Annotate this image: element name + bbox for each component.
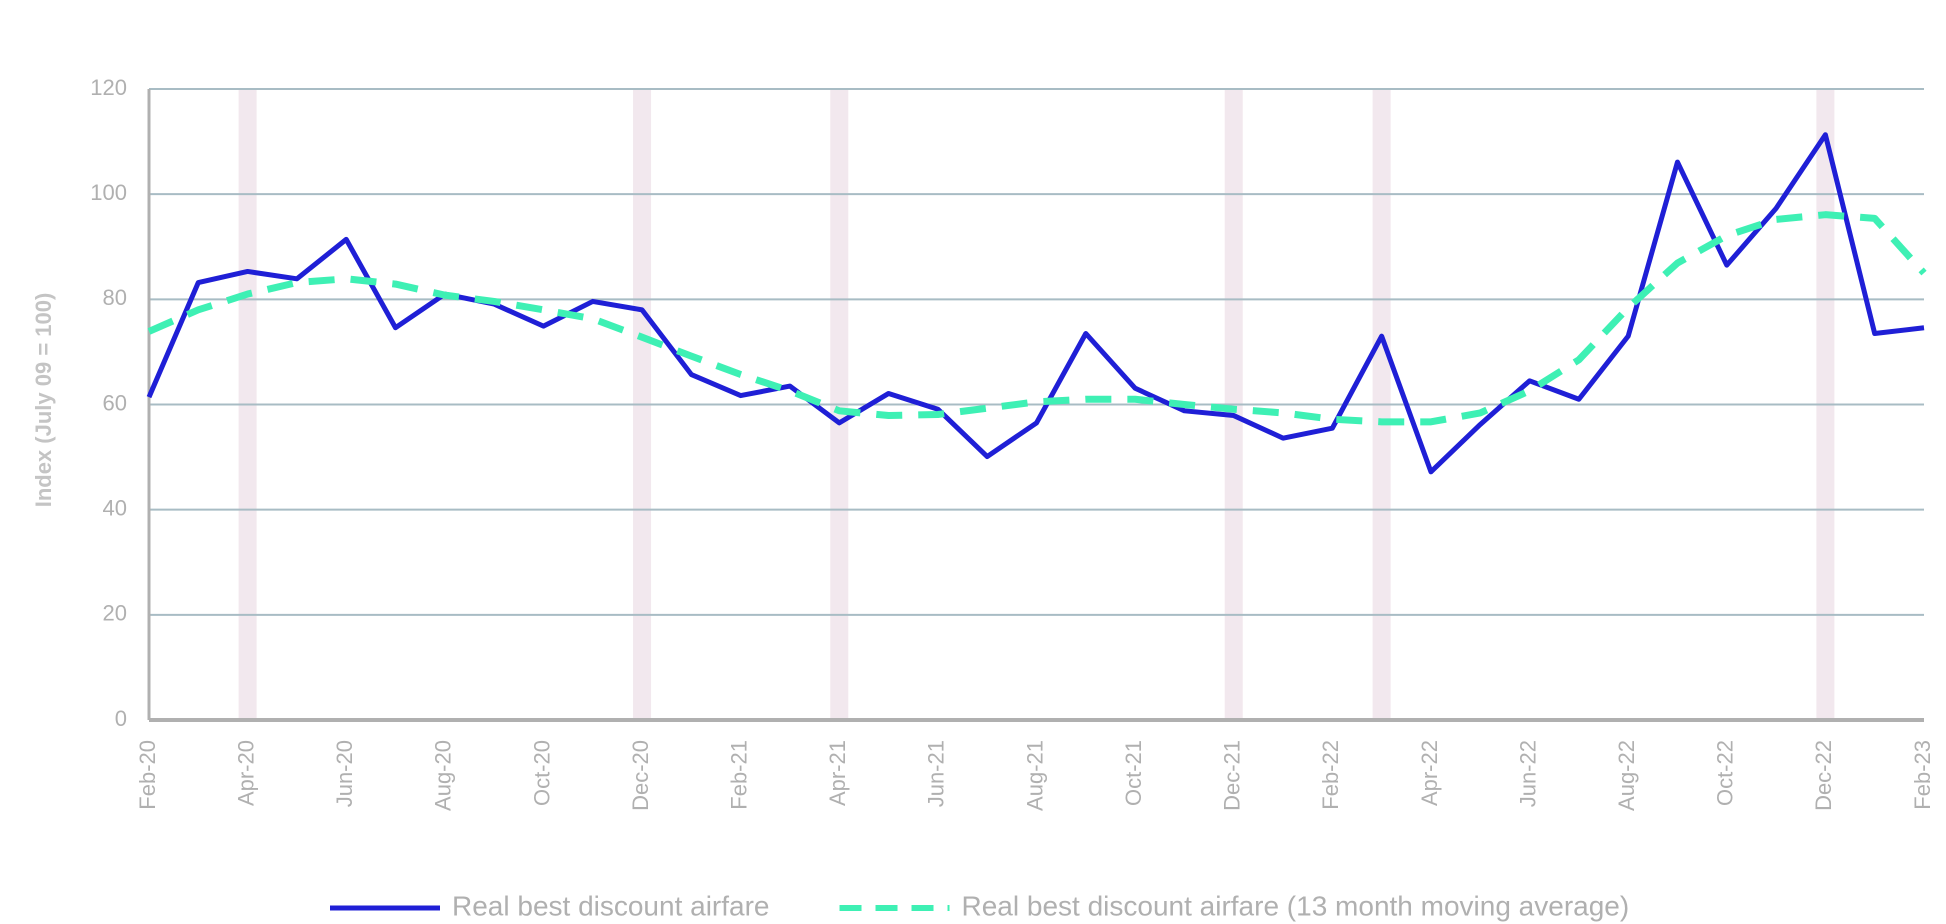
x-tick-label: Feb-23	[1910, 740, 1935, 810]
x-tick-label: Dec-21	[1220, 740, 1245, 811]
x-tick-label: Feb-21	[726, 740, 751, 810]
series-line	[146, 132, 1925, 475]
legend-label: Real best discount airfare (13 month mov…	[962, 890, 1630, 921]
x-tick-label: Oct-21	[1121, 740, 1146, 806]
x-tick-label: Oct-20	[529, 740, 554, 806]
x-tick-label: Jun-22	[1515, 740, 1540, 807]
y-tick-label: 120	[90, 75, 127, 100]
x-tick-label: Aug-22	[1614, 740, 1639, 811]
x-tick-label: Feb-20	[135, 740, 160, 810]
x-tick-label: Jun-21	[924, 740, 949, 807]
x-tick-label: Dec-22	[1811, 740, 1836, 811]
y-axis-title: Index (July 09 = 100)	[31, 293, 56, 508]
x-tick-label: Apr-22	[1417, 740, 1442, 806]
x-tick-label: Apr-20	[233, 740, 258, 806]
y-tick-label: 100	[90, 180, 127, 205]
x-tick-label: Oct-22	[1713, 740, 1738, 806]
series-line	[147, 211, 1927, 426]
legend-label: Real best discount airfare	[452, 890, 770, 921]
y-tick-label: 40	[103, 495, 127, 520]
y-tick-label: 60	[103, 390, 127, 415]
x-tick-label: Aug-21	[1022, 740, 1047, 811]
x-tick-label: Dec-20	[628, 740, 653, 811]
y-tick-label: 80	[103, 285, 127, 310]
y-tick-label: 0	[115, 706, 127, 731]
y-tick-label: 20	[103, 601, 127, 626]
x-tick-label: Aug-20	[431, 740, 456, 811]
x-tick-label: Jun-20	[332, 740, 357, 807]
x-tick-label: Apr-21	[825, 740, 850, 806]
x-tick-label: Feb-22	[1318, 740, 1343, 810]
